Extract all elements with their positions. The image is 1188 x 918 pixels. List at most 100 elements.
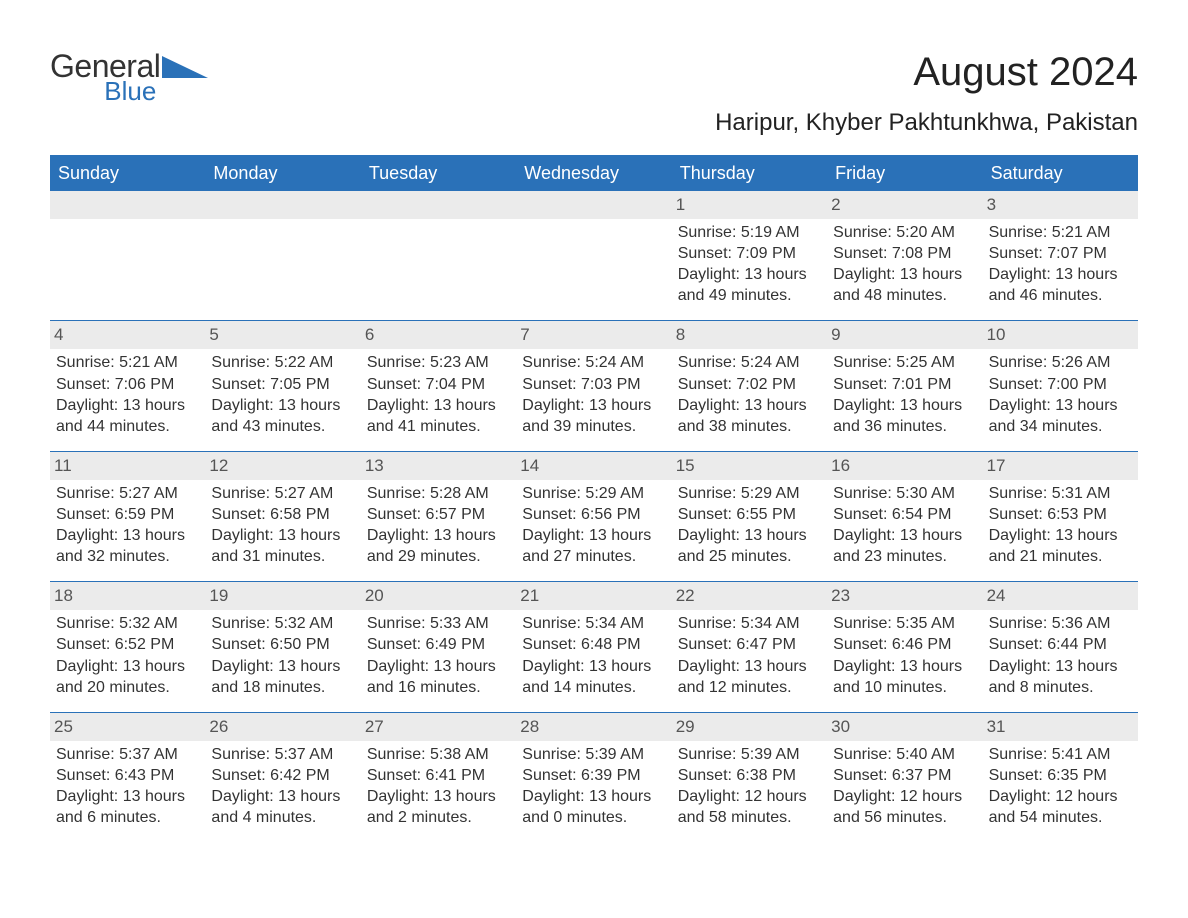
day-details: Sunrise: 5:27 AMSunset: 6:58 PMDaylight:… [211, 483, 354, 567]
day-number: 27 [361, 713, 516, 741]
day-cell: 29 Sunrise: 5:39 AMSunset: 6:38 PMDayligh… [672, 713, 827, 842]
day-details: Sunrise: 5:26 AMSunset: 7:00 PMDaylight:… [989, 352, 1132, 436]
brand-logo: General Blue [50, 50, 208, 104]
day-cell: 25 Sunrise: 5:37 AMSunset: 6:43 PMDayligh… [50, 713, 205, 842]
dayname-wednesday: Wednesday [516, 157, 671, 191]
day-number: 4 [50, 321, 205, 349]
day-number: 14 [516, 452, 671, 480]
header-row: General Blue August 2024 Haripur, Khyber… [50, 50, 1138, 137]
day-details: Sunrise: 5:21 AMSunset: 7:07 PMDaylight:… [989, 222, 1132, 306]
day-details: Sunrise: 5:25 AMSunset: 7:01 PMDaylight:… [833, 352, 976, 436]
day-details: Sunrise: 5:36 AMSunset: 6:44 PMDaylight:… [989, 613, 1132, 697]
day-number: 12 [205, 452, 360, 480]
day-cell: 19Sunrise: 5:32 AMSunset: 6:50 PMDayligh… [205, 582, 360, 711]
day-number: 3 [983, 191, 1138, 219]
day-number: 20 [361, 582, 516, 610]
day-cell: 27 Sunrise: 5:38 AMSunset: 6:41 PMDayligh… [361, 713, 516, 842]
day-number: 31 [983, 713, 1138, 741]
day-details: Sunrise: 5:21 AMSunset: 7:06 PMDaylight:… [56, 352, 199, 436]
dayname-tuesday: Tuesday [361, 157, 516, 191]
day-number: . [50, 191, 205, 219]
day-details: Sunrise: 5:22 AMSunset: 7:05 PMDaylight:… [211, 352, 354, 436]
day-cell: 16Sunrise: 5:30 AMSunset: 6:54 PMDayligh… [827, 452, 982, 581]
day-details: Sunrise: 5:19 AMSunset: 7:09 PMDaylight:… [678, 222, 821, 306]
day-cell: 5 Sunrise: 5:22 AMSunset: 7:05 PMDaylight… [205, 321, 360, 450]
dayname-monday: Monday [205, 157, 360, 191]
month-title: August 2024 [715, 50, 1138, 95]
day-cell: 31 Sunrise: 5:41 AMSunset: 6:35 PMDayligh… [983, 713, 1138, 842]
calendar-week: 4 Sunrise: 5:21 AMSunset: 7:06 PMDaylight… [50, 320, 1138, 450]
day-cell: 18 Sunrise: 5:32 AMSunset: 6:52 PMDayligh… [50, 582, 205, 711]
day-number: 22 [672, 582, 827, 610]
day-number: 23 [827, 582, 982, 610]
dayname-friday: Friday [827, 157, 982, 191]
day-number: 18 [50, 582, 205, 610]
dayname-saturday: Saturday [983, 157, 1138, 191]
day-details: Sunrise: 5:39 AMSunset: 6:39 PMDaylight:… [522, 744, 665, 828]
day-details: Sunrise: 5:27 AMSunset: 6:59 PMDaylight:… [56, 483, 199, 567]
day-number: 6 [361, 321, 516, 349]
day-details: Sunrise: 5:38 AMSunset: 6:41 PMDaylight:… [367, 744, 510, 828]
day-details: Sunrise: 5:24 AMSunset: 7:02 PMDaylight:… [678, 352, 821, 436]
day-cell: . [205, 191, 360, 320]
day-cell: . [516, 191, 671, 320]
day-number: 13 [361, 452, 516, 480]
day-cell: 15 Sunrise: 5:29 AMSunset: 6:55 PMDayligh… [672, 452, 827, 581]
brand-text-2: Blue [104, 78, 156, 104]
day-cell: 17 Sunrise: 5:31 AMSunset: 6:53 PMDayligh… [983, 452, 1138, 581]
day-number: 1 [672, 191, 827, 219]
day-number: . [361, 191, 516, 219]
day-cell: 11 Sunrise: 5:27 AMSunset: 6:59 PMDayligh… [50, 452, 205, 581]
day-number: 5 [205, 321, 360, 349]
day-number: 2 [827, 191, 982, 219]
day-cell: 20 Sunrise: 5:33 AMSunset: 6:49 PMDayligh… [361, 582, 516, 711]
day-cell: 3 Sunrise: 5:21 AMSunset: 7:07 PMDaylight… [983, 191, 1138, 320]
day-details: Sunrise: 5:24 AMSunset: 7:03 PMDaylight:… [522, 352, 665, 436]
day-cell: . [361, 191, 516, 320]
day-cell: 8 Sunrise: 5:24 AMSunset: 7:02 PMDaylight… [672, 321, 827, 450]
day-details: Sunrise: 5:33 AMSunset: 6:49 PMDaylight:… [367, 613, 510, 697]
day-number: 28 [516, 713, 671, 741]
day-details: Sunrise: 5:40 AMSunset: 6:37 PMDaylight:… [833, 744, 976, 828]
day-cell: 22 Sunrise: 5:34 AMSunset: 6:47 PMDayligh… [672, 582, 827, 711]
day-number: 29 [672, 713, 827, 741]
day-details: Sunrise: 5:39 AMSunset: 6:38 PMDaylight:… [678, 744, 821, 828]
dayname-sunday: Sunday [50, 157, 205, 191]
day-details: Sunrise: 5:37 AMSunset: 6:43 PMDaylight:… [56, 744, 199, 828]
day-details: Sunrise: 5:29 AMSunset: 6:56 PMDaylight:… [522, 483, 665, 567]
day-details: Sunrise: 5:32 AMSunset: 6:52 PMDaylight:… [56, 613, 199, 697]
day-details: Sunrise: 5:31 AMSunset: 6:53 PMDaylight:… [989, 483, 1132, 567]
day-number: 15 [672, 452, 827, 480]
weeks-container: ....1Sunrise: 5:19 AMSunset: 7:09 PMDayl… [50, 191, 1138, 842]
day-cell: 2 Sunrise: 5:20 AMSunset: 7:08 PMDaylight… [827, 191, 982, 320]
day-number: 25 [50, 713, 205, 741]
day-cell: 26Sunrise: 5:37 AMSunset: 6:42 PMDayligh… [205, 713, 360, 842]
day-details: Sunrise: 5:20 AMSunset: 7:08 PMDaylight:… [833, 222, 976, 306]
day-details: Sunrise: 5:23 AMSunset: 7:04 PMDaylight:… [367, 352, 510, 436]
day-details: Sunrise: 5:34 AMSunset: 6:47 PMDaylight:… [678, 613, 821, 697]
day-cell: 10 Sunrise: 5:26 AMSunset: 7:00 PMDayligh… [983, 321, 1138, 450]
day-cell: 7Sunrise: 5:24 AMSunset: 7:03 PMDaylight… [516, 321, 671, 450]
day-number: 10 [983, 321, 1138, 349]
day-cell: 13Sunrise: 5:28 AMSunset: 6:57 PMDayligh… [361, 452, 516, 581]
day-cell: . [50, 191, 205, 320]
calendar: Sunday Monday Tuesday Wednesday Thursday… [50, 155, 1138, 842]
day-cell: 21Sunrise: 5:34 AMSunset: 6:48 PMDayligh… [516, 582, 671, 711]
brand-text: General Blue [50, 50, 160, 104]
day-cell: 28 Sunrise: 5:39 AMSunset: 6:39 PMDayligh… [516, 713, 671, 842]
day-details: Sunrise: 5:30 AMSunset: 6:54 PMDaylight:… [833, 483, 976, 567]
day-number: 8 [672, 321, 827, 349]
day-details: Sunrise: 5:32 AMSunset: 6:50 PMDaylight:… [211, 613, 354, 697]
day-details: Sunrise: 5:41 AMSunset: 6:35 PMDaylight:… [989, 744, 1132, 828]
header-right: August 2024 Haripur, Khyber Pakhtunkhwa,… [715, 50, 1138, 137]
day-number: 11 [50, 452, 205, 480]
day-details: Sunrise: 5:29 AMSunset: 6:55 PMDaylight:… [678, 483, 821, 567]
day-number: 24 [983, 582, 1138, 610]
day-number: 17 [983, 452, 1138, 480]
day-cell: 6 Sunrise: 5:23 AMSunset: 7:04 PMDaylight… [361, 321, 516, 450]
day-cell: 24 Sunrise: 5:36 AMSunset: 6:44 PMDayligh… [983, 582, 1138, 711]
day-number: 9 [827, 321, 982, 349]
day-details: Sunrise: 5:35 AMSunset: 6:46 PMDaylight:… [833, 613, 976, 697]
brand-triangle-icon [162, 56, 208, 78]
calendar-week: 11 Sunrise: 5:27 AMSunset: 6:59 PMDayligh… [50, 451, 1138, 581]
